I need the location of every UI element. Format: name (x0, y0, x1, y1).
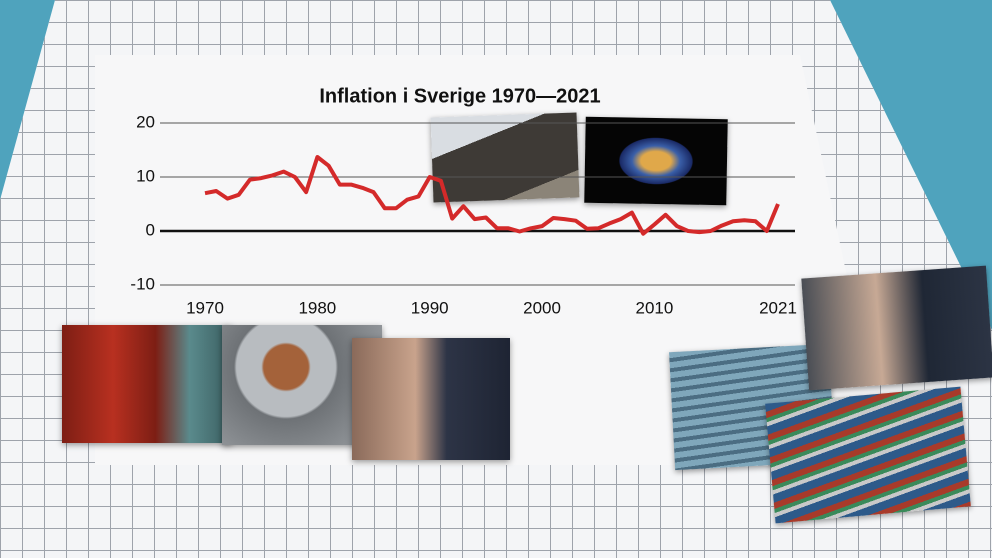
y-tick-label: 20 (136, 112, 155, 131)
x-tick-label: 2010 (635, 298, 673, 317)
y-tick-label: 0 (146, 220, 155, 239)
data-line (204, 155, 780, 236)
x-tick-label: 1990 (411, 298, 449, 317)
y-tick-label: -10 (130, 274, 155, 293)
photo-barrels (62, 325, 232, 443)
x-tick-label: 2021 (759, 298, 797, 317)
y-tick-label: 10 (136, 166, 155, 185)
x-tick-label: 2000 (523, 298, 561, 317)
chart-title: Inflation i Sverige 1970—2021 (319, 85, 600, 107)
photo-man (352, 338, 510, 460)
x-tick-label: 1980 (298, 298, 336, 317)
x-tick-label: 1970 (186, 298, 224, 317)
